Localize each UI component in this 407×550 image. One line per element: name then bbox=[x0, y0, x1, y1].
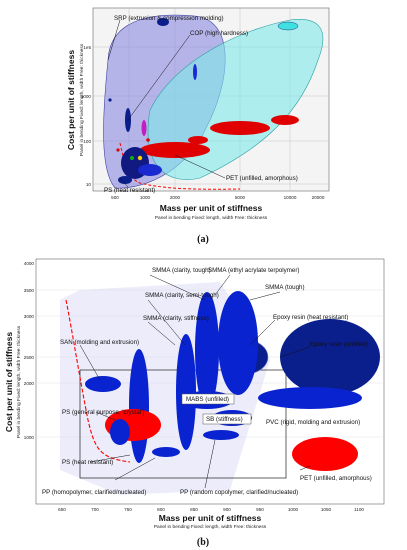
y-axis-title-a: Cost per unit of stiffness bbox=[66, 50, 76, 150]
leaders-a bbox=[107, 19, 226, 188]
red-bubble-3 bbox=[271, 115, 299, 125]
bubbles-a bbox=[108, 18, 299, 184]
cyan-bubble bbox=[277, 21, 299, 31]
ytick-a: 1000 bbox=[81, 94, 92, 99]
annotation-pvc: PVC (rigid, molding and extrusion) bbox=[266, 419, 360, 426]
caption-a: (a) bbox=[197, 234, 209, 245]
ps-curve-b bbox=[65, 299, 131, 463]
xtick-b: 900 bbox=[223, 507, 231, 512]
annotation-ps-heat: PS (heat resistant) bbox=[62, 459, 113, 466]
ytick-a: 10 bbox=[86, 182, 92, 187]
xtick-a: 500 bbox=[111, 195, 119, 200]
ytick-b: 4000 bbox=[24, 261, 35, 266]
yticks-a: 1e5 1000 100 10 bbox=[81, 45, 92, 187]
xtick-b: 1050 bbox=[321, 507, 332, 512]
x-axis-title-b: Mass per unit of stiffness bbox=[159, 513, 262, 523]
ytick-b: 1000 bbox=[24, 435, 35, 440]
smma-clarity-stiffness-bubble bbox=[176, 334, 196, 450]
y-axis-title-b: Cost per unit of stiffness bbox=[4, 332, 14, 432]
mabs-label-box bbox=[181, 393, 235, 405]
xticks-b: 650 700 750 800 850 900 950 1000 1050 11… bbox=[58, 507, 364, 512]
epoxy-unfilled-bubble bbox=[280, 319, 380, 395]
annotation-ps-general: PS (general purpose, 'crystal') bbox=[62, 409, 145, 416]
annotation-ps: PS (heat resistant) bbox=[104, 187, 155, 194]
annotation-smma-clarity-tough: SMMA (clarity, tough) bbox=[152, 267, 211, 274]
y-axis-subtitle-a: Panel in bending Fixed: length, width Fr… bbox=[79, 43, 85, 156]
xticks-a: 500 1000 2000 5000 10000 20000 bbox=[111, 195, 325, 200]
xtick-b: 1000 bbox=[288, 507, 299, 512]
chart-a: SRP (extrusion & compression molding) CO… bbox=[66, 7, 330, 221]
chart-b: SMMA (clarity, tough) SMMA (ethyl acryla… bbox=[4, 258, 385, 530]
red-bubble-2 bbox=[210, 121, 270, 135]
annotation-smma-ethyl: SMMA (ethyl acrylate terpolymer) bbox=[208, 267, 299, 274]
xtick-b: 650 bbox=[58, 507, 66, 512]
y-axis-subtitle-b: Panel in bending Fixed: length, width Fr… bbox=[16, 325, 22, 438]
smma-clarity-tough-bubble bbox=[129, 349, 149, 463]
san-bubble bbox=[85, 376, 121, 392]
ytick-a: 100 bbox=[83, 139, 91, 144]
leaders-b bbox=[79, 274, 311, 489]
xtick-a: 10000 bbox=[284, 195, 297, 200]
pp-bubble bbox=[152, 447, 180, 457]
x-axis-subtitle-b: Panel in bending Fixed: length, width Fr… bbox=[154, 524, 267, 530]
annotation-epoxy-unfilled: Epoxy resin (unfilled) bbox=[310, 341, 368, 348]
yellow-dot bbox=[137, 155, 143, 161]
annotation-sb: SB (stiffness) bbox=[206, 416, 243, 423]
annotation-pet: PET (unfilled, amorphous) bbox=[226, 175, 298, 182]
xtick-b: 700 bbox=[91, 507, 99, 512]
annotation-pet-b: PET (unfilled, amorphous) bbox=[300, 475, 372, 482]
pet-bubble-b bbox=[292, 437, 358, 471]
annotation-smma-semi-tough: SMMA (clarity, semi-tough) bbox=[145, 292, 219, 299]
annotation-srp: SRP (extrusion & compression molding) bbox=[114, 15, 224, 22]
green-dot bbox=[130, 156, 134, 160]
blue-bubble-6 bbox=[157, 18, 169, 26]
pvc-bubble bbox=[258, 387, 362, 409]
xtick-b: 800 bbox=[157, 507, 165, 512]
annotation-mabs: MABS (unfilled) bbox=[186, 396, 229, 403]
pet-bubble bbox=[140, 142, 210, 158]
magenta-bubble bbox=[141, 120, 147, 136]
blue-bubble-2 bbox=[138, 164, 162, 176]
xtick-a: 2000 bbox=[170, 195, 181, 200]
blue-bubble-5 bbox=[193, 64, 197, 80]
blue-bubble-3 bbox=[118, 176, 132, 184]
smma-ethyl-bubble bbox=[195, 292, 219, 408]
annotation-pp-homopolymer: PP (homopolymer, clarified/nucleated) bbox=[42, 489, 146, 496]
annotation-cop: COP (high hardness) bbox=[190, 30, 248, 37]
annotation-smma-stiffness: SMMA (clarity, stiffness) bbox=[143, 315, 209, 322]
yticks-b: 4000 3500 3000 2500 2000 1000 bbox=[24, 261, 35, 440]
annotation-smma-tough: SMMA (tough) bbox=[265, 284, 305, 291]
ytick-b: 2000 bbox=[24, 381, 35, 386]
red-dot-1 bbox=[146, 138, 150, 142]
annotation-san: SAN (molding and extrusion) bbox=[60, 339, 139, 346]
xtick-b: 750 bbox=[124, 507, 132, 512]
xtick-a: 1000 bbox=[140, 195, 151, 200]
x-axis-title-a: Mass per unit of stiffness bbox=[160, 203, 263, 213]
xtick-b: 950 bbox=[256, 507, 264, 512]
smma-tough-bubble bbox=[218, 291, 258, 395]
sb-label-box bbox=[202, 413, 252, 425]
bubbles-b bbox=[85, 291, 380, 471]
blue-small-bubble bbox=[203, 430, 239, 440]
red-bubble-4 bbox=[188, 136, 208, 144]
xtick-a: 5000 bbox=[235, 195, 246, 200]
red-dot-2 bbox=[116, 148, 120, 152]
annotation-epoxy-heat: Epoxy resin (heat resistant) bbox=[273, 314, 348, 321]
xtick-b: 1100 bbox=[354, 507, 364, 512]
annotation-pp-random: PP (random copolymer, clarified/nucleate… bbox=[180, 489, 298, 496]
caption-b: (b) bbox=[197, 537, 209, 548]
xtick-b: 850 bbox=[190, 507, 198, 512]
ytick-b: 3000 bbox=[24, 314, 35, 319]
x-axis-subtitle-a: Panel in bending Fixed: length, width Fr… bbox=[155, 215, 268, 221]
ps-general-overlap-bubble bbox=[110, 419, 130, 445]
ytick-a: 1e5 bbox=[83, 45, 91, 50]
blue-dot-1 bbox=[108, 98, 112, 102]
xtick-a: 20000 bbox=[312, 195, 325, 200]
ytick-b: 3500 bbox=[24, 288, 35, 293]
ytick-b: 2500 bbox=[24, 355, 35, 360]
